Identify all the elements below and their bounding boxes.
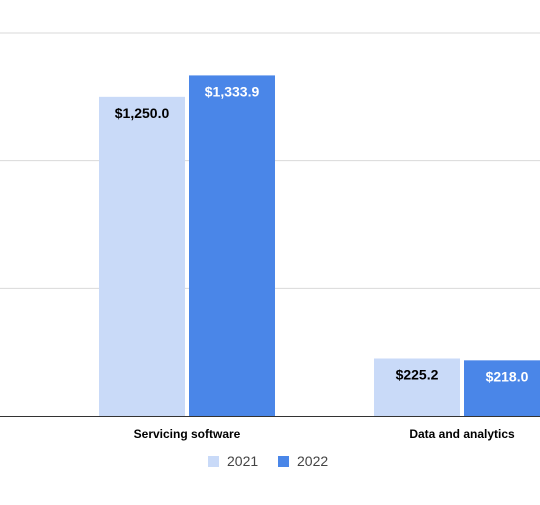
x-axis: Servicing software Data and analytics <box>0 416 540 441</box>
data-label: $1,333.9 <box>205 83 260 99</box>
legend-label-2021: 2021 <box>227 453 258 469</box>
legend-swatch-2021 <box>208 456 219 467</box>
bar-2021-data-and-analytics <box>374 358 460 416</box>
x-tick-label: Servicing software <box>134 427 241 441</box>
data-labels-layer: $1,250.0 $1,333.9 $225.2 $218.0 <box>115 83 529 384</box>
data-label: $225.2 <box>396 366 439 382</box>
x-tick-label: Data and analytics <box>409 427 515 441</box>
bar-2021-servicing-software <box>99 96 185 416</box>
data-label: $1,250.0 <box>115 105 170 121</box>
legend-label-2022: 2022 <box>297 453 328 469</box>
legend-swatch-2022 <box>278 456 289 467</box>
bar-2022-servicing-software <box>189 75 275 417</box>
bars-layer <box>99 75 540 417</box>
legend: 2021 2022 <box>208 453 328 469</box>
bar-2022-data-and-analytics <box>464 360 540 416</box>
data-label: $218.0 <box>486 368 529 384</box>
